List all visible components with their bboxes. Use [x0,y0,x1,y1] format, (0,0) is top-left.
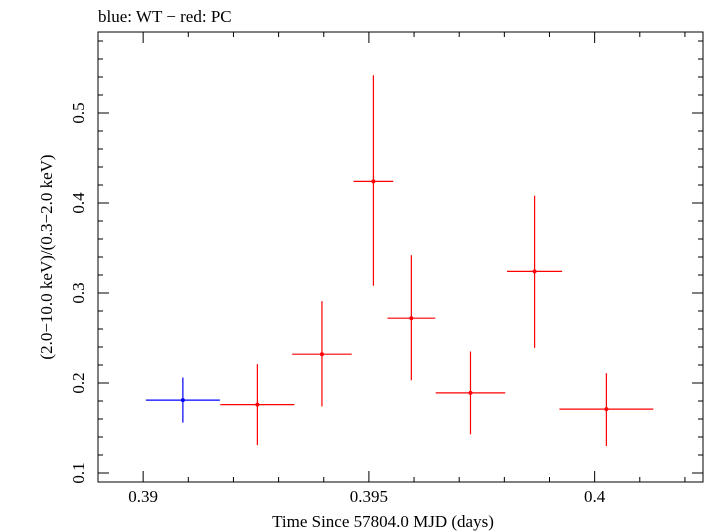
axis-ticks [97,32,703,482]
point-marker [319,352,324,357]
data-point [292,301,352,407]
point-marker [604,407,609,412]
x-axis-label: Time Since 57804.0 MJD (days) [272,512,494,531]
point-marker [532,269,537,274]
y-tick-labels: 0.1 0.2 0.3 0.4 0.5 [69,102,88,483]
y-tick-label: 0.2 [69,372,88,393]
y-axis-label: (2.0−10.0 keV)/(0.3−2.0 keV) [37,154,56,359]
data-point [353,75,394,286]
data-point [145,377,220,423]
y-tick-label: 0.4 [69,192,88,214]
y-tick-label: 0.1 [69,462,88,483]
data-point [435,351,506,435]
data-point [507,195,563,348]
x-tick-label: 0.39 [128,487,158,506]
point-marker [409,316,414,321]
data-points [145,75,654,446]
data-point [559,373,654,446]
data-point [220,364,295,446]
chart-title: blue: WT − red: PC [98,7,232,26]
point-marker [180,398,185,403]
point-marker [468,390,473,395]
y-tick-label: 0.3 [69,282,88,303]
point-marker [255,402,260,407]
x-tick-labels: 0.39 0.395 0.4 [128,487,605,506]
x-tick-label: 0.395 [350,487,388,506]
x-tick-label: 0.4 [584,487,606,506]
point-marker [371,179,376,184]
data-point [387,255,436,381]
plot-frame [97,31,704,483]
y-tick-label: 0.5 [69,102,88,123]
